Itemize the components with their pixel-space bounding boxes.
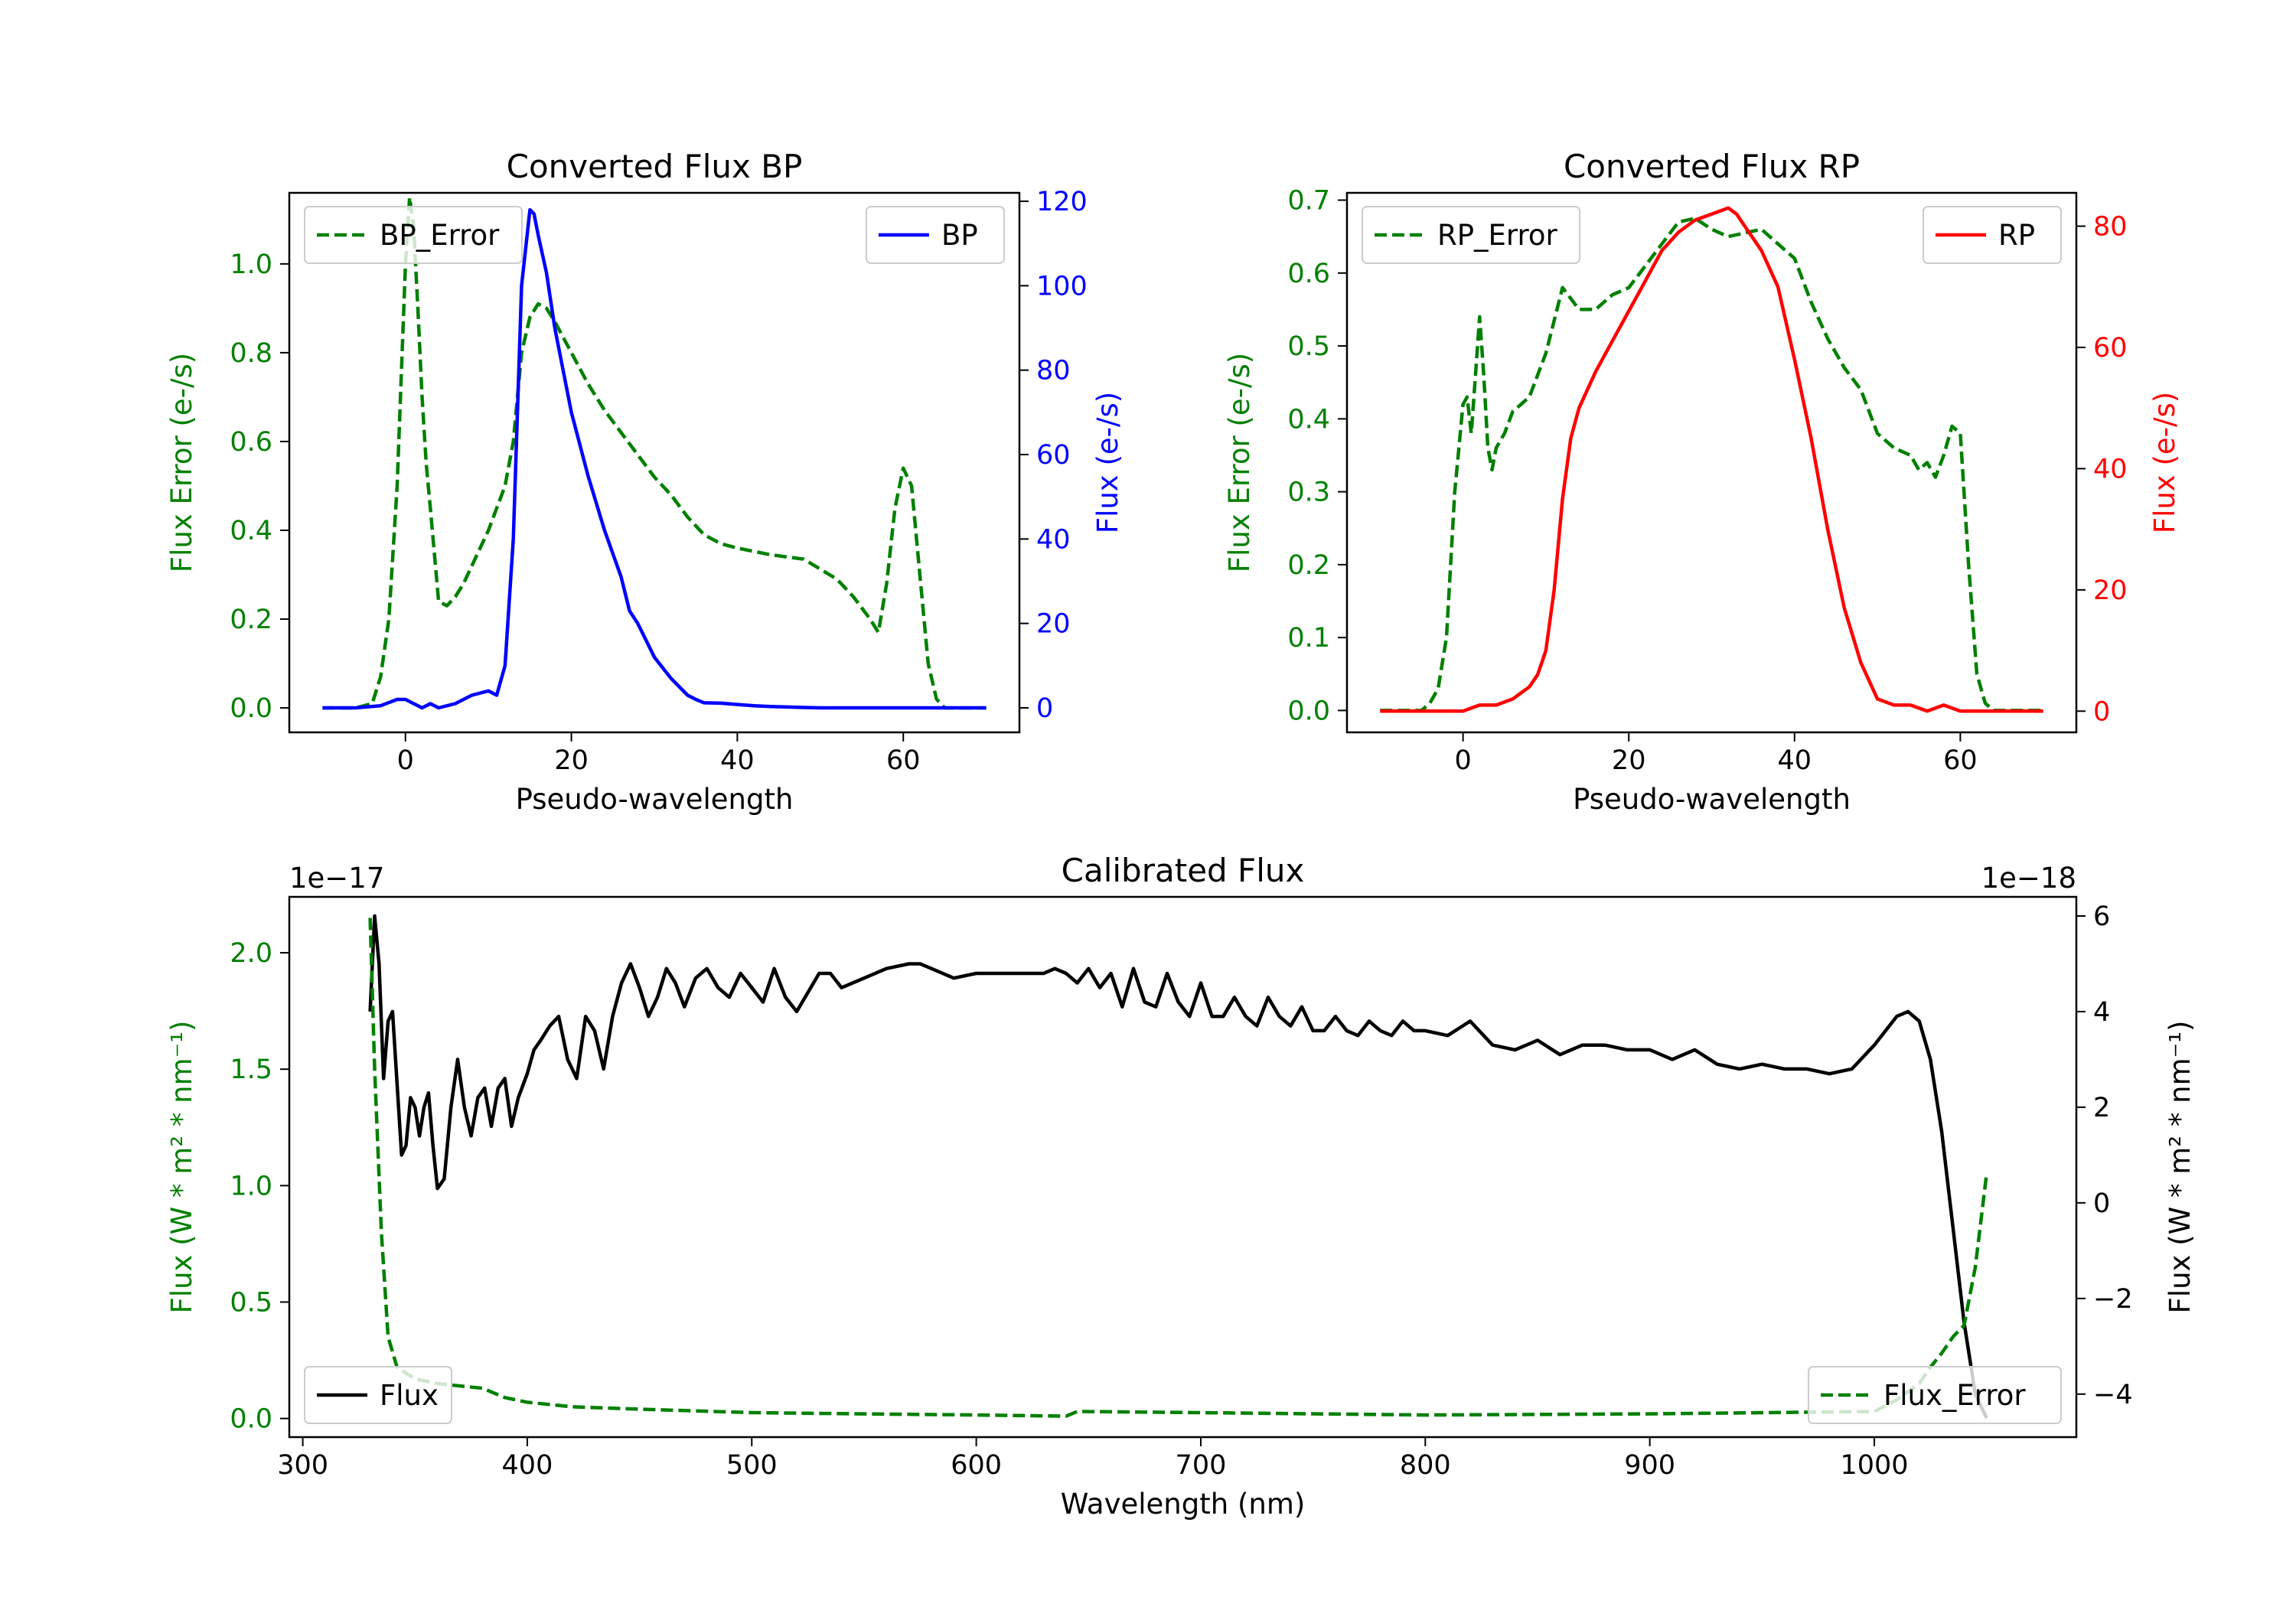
rp-legend-label: RP_Error xyxy=(1437,219,1557,252)
cal-ylabel-left: Flux (W * m² * nm⁻¹) xyxy=(165,1021,198,1314)
bp-lines xyxy=(322,195,987,710)
cal-ytick-left-label: 1.5 xyxy=(230,1054,272,1085)
cal-xtick-label: 900 xyxy=(1624,1450,1675,1481)
rp-legend-rp: RP xyxy=(1923,206,2062,264)
cal-ylabel-right: Flux (W * m² * nm⁻¹) xyxy=(2164,1021,2197,1314)
rp-legend-box xyxy=(1362,206,1580,264)
bp-ytick-left-label: 0.2 xyxy=(230,605,272,635)
cal-xtick-label: 500 xyxy=(726,1450,778,1481)
bp-xtick-label: 40 xyxy=(720,745,755,776)
cal-offset-right: 1e−18 xyxy=(1981,862,2076,895)
bp-ytick-right-label: 40 xyxy=(1036,524,1071,555)
cal-offset-left: 1e−17 xyxy=(289,862,384,895)
cal-ytick-right-label: 4 xyxy=(2093,997,2110,1028)
bp-legend-box xyxy=(304,206,523,264)
bp-ytick-left-label: 0.6 xyxy=(230,427,272,458)
rp-xtick-label: 0 xyxy=(1454,745,1471,776)
rp-ytick-left-label: 0.3 xyxy=(1287,478,1330,508)
rp-ytick-right-label: 80 xyxy=(2093,212,2128,243)
cal-ytick-right-label: 6 xyxy=(2093,901,2110,932)
rp-legend-label: RP xyxy=(1998,219,2035,252)
bp-series-bp xyxy=(322,207,987,710)
bp-ytick-right-label: 0 xyxy=(1036,693,1053,724)
bp-ytick-right-label: 100 xyxy=(1036,271,1088,302)
bp-ytick-left-label: 0.4 xyxy=(230,516,272,546)
bp-legend-label: BP xyxy=(941,219,978,252)
bp-ylabel-left: Flux Error (e-/s) xyxy=(165,353,198,572)
rp-ylabel-left: Flux Error (e-/s) xyxy=(1223,353,1256,572)
rp-legend-box xyxy=(1923,206,2062,264)
rp-ytick-left-label: 0.6 xyxy=(1287,259,1330,289)
cal-ytick-left-label: 0.0 xyxy=(230,1404,272,1435)
bp-xtick-label: 0 xyxy=(397,745,414,776)
cal-legend-box xyxy=(304,1366,452,1424)
bp-legend-label: BP_Error xyxy=(380,219,500,252)
rp-ytick-right-label: 0 xyxy=(2093,696,2110,727)
cal-legend-flux: Flux xyxy=(304,1366,452,1424)
bp-frame xyxy=(288,191,1021,734)
cal-ytick-left-label: 0.5 xyxy=(230,1288,272,1319)
cal-ytick-right-label: 0 xyxy=(2093,1188,2110,1219)
bp-legend-bp: BP xyxy=(866,206,1005,264)
cal-xtick-label: 300 xyxy=(277,1450,328,1481)
bp-ylabel-right: Flux (e-/s) xyxy=(1091,392,1124,533)
rp-ytick-right-label: 20 xyxy=(2093,575,2128,606)
rp-xtick-label: 40 xyxy=(1778,745,1812,776)
rp-ytick-left-label: 0.0 xyxy=(1287,696,1330,726)
rp-ytick-left-label: 0.5 xyxy=(1287,331,1330,362)
cal-frame xyxy=(288,895,2078,1439)
rp-ytick-left-label: 0.1 xyxy=(1287,623,1330,654)
bp-legend-bp-error: BP_Error xyxy=(304,206,523,264)
rp-ytick-left-label: 0.7 xyxy=(1287,186,1330,217)
cal-ytick-left-label: 2.0 xyxy=(230,938,272,969)
bp-ytick-left-label: 0.0 xyxy=(230,693,272,724)
cal-xtick-label: 1000 xyxy=(1840,1450,1908,1481)
rp-xlabel: Pseudo-wavelength xyxy=(1573,783,1851,816)
cal-legend-label: Flux xyxy=(380,1379,439,1412)
bp-xtick-label: 20 xyxy=(554,745,589,776)
rp-ylabel-right: Flux (e-/s) xyxy=(2148,392,2181,533)
rp-frame xyxy=(1345,191,2078,734)
rp-xtick-label: 60 xyxy=(1943,745,1978,776)
cal-series-flux xyxy=(368,914,1988,1419)
rp-ytick-right-label: 60 xyxy=(2093,333,2128,363)
bp-panel: 0 20 40 60 0.0 0.2 0.4 0.6 0.8 1.0 0 20 40 60 80 100 120… xyxy=(165,148,1124,816)
bp-ytick-left-label: 0.8 xyxy=(230,338,272,369)
cal-xlabel: Wavelength (nm) xyxy=(1061,1488,1306,1521)
rp-ytick-left-label: 0.2 xyxy=(1287,550,1330,581)
cal-xtick-label: 600 xyxy=(951,1450,1002,1481)
bp-ytick-right-label: 60 xyxy=(1036,440,1071,471)
rp-legend-rp-error: RP_Error xyxy=(1362,206,1580,264)
rp-title: Converted Flux RP xyxy=(1564,148,1860,185)
cal-title: Calibrated Flux xyxy=(1062,852,1305,889)
rp-series-rp xyxy=(1380,206,2043,713)
cal-legend-flux-error: Flux_Error xyxy=(1808,1366,2062,1424)
cal-ytick-left-label: 1.0 xyxy=(230,1171,272,1201)
bp-series-bp-error xyxy=(322,195,987,710)
bp-title: Converted Flux BP xyxy=(507,148,803,185)
cal-xtick-label: 400 xyxy=(502,1450,553,1481)
bp-xlabel: Pseudo-wavelength xyxy=(516,783,794,816)
bp-legend-box xyxy=(866,206,1005,264)
cal-ytick-right-label: −4 xyxy=(2093,1380,2133,1410)
cal-legend-box xyxy=(1808,1366,2062,1424)
cal-ytick-right-label: 2 xyxy=(2093,1093,2110,1123)
rp-ytick-left-label: 0.4 xyxy=(1287,404,1330,435)
rp-lines xyxy=(1380,206,2043,713)
rp-ytick-right-label: 40 xyxy=(2093,454,2128,484)
bp-ytick-right-label: 120 xyxy=(1036,187,1088,217)
rp-panel: 0 20 40 60 0.0 0.1 0.2 0.3 0.4 0.5 0.6 0.7 0 20 40 60 80… xyxy=(1223,148,2181,816)
bp-ytick-right-label: 20 xyxy=(1036,609,1071,640)
cal-legend-label: Flux_Error xyxy=(1883,1379,2026,1412)
cal-xtick-label: 800 xyxy=(1400,1450,1451,1481)
cal-panel: 300 400 500 600 700 800 900 1000 0.0 0.5 1.0 1.5 2.0… xyxy=(165,852,2197,1521)
bp-ytick-right-label: 80 xyxy=(1036,356,1071,386)
bp-xtick-label: 60 xyxy=(886,745,921,776)
rp-xtick-label: 20 xyxy=(1612,745,1646,776)
cal-xtick-label: 700 xyxy=(1176,1450,1227,1481)
cal-ytick-right-label: −2 xyxy=(2093,1284,2133,1315)
bp-ytick-left-label: 1.0 xyxy=(230,249,272,280)
